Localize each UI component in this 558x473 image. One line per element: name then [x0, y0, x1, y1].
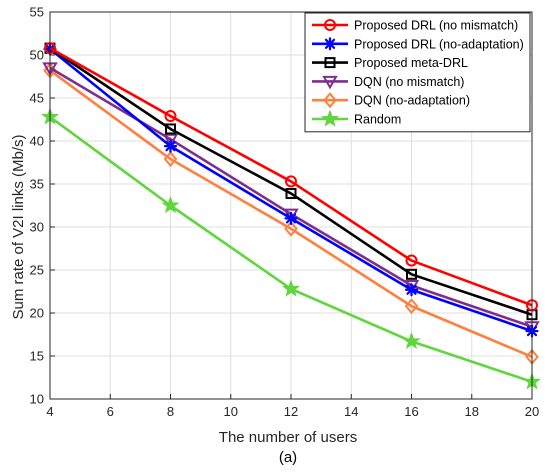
- legend-label: Proposed meta-DRL: [354, 56, 468, 70]
- x-tick-label: 18: [465, 404, 479, 419]
- legend: Proposed DRL (no mismatch) Proposed DRL (…: [304, 12, 531, 133]
- series-line: [49, 46, 533, 307]
- x-tick-label: 16: [404, 404, 418, 419]
- legend-label: DQN (no-adaptation): [354, 94, 470, 108]
- data-point: [402, 331, 421, 350]
- x-tick-label: 14: [344, 404, 358, 419]
- y-tick-label: 10: [30, 392, 44, 407]
- legend-label: Proposed DRL (no-adaptation): [354, 37, 524, 51]
- data-point: [164, 110, 177, 123]
- axis-ticks: 4 6 8 10 12 14 16 18 20 10 15 20 25 30 35 40 45 50 55: [30, 5, 540, 420]
- data-point: [163, 139, 178, 153]
- y-tick-label: 15: [30, 349, 44, 364]
- x-tick-label: 6: [107, 404, 114, 419]
- legend-marker: [324, 19, 336, 31]
- legend-item: DQN (no-adaptation): [312, 92, 470, 109]
- x-tick-label: 10: [224, 404, 238, 419]
- legend-marker: [320, 109, 340, 127]
- y-tick-label: 20: [30, 306, 44, 321]
- legend-item: Proposed meta-DRL: [312, 56, 468, 70]
- legend-item: Random: [312, 109, 401, 127]
- data-point: [285, 187, 297, 199]
- data-point: [406, 268, 417, 280]
- x-tick-label: 4: [46, 404, 53, 419]
- x-tick-label: 20: [525, 404, 539, 419]
- y-tick-label: 35: [30, 177, 44, 192]
- legend-label: Proposed DRL (no mismatch): [354, 19, 518, 33]
- data-point: [404, 298, 419, 315]
- legend-label: DQN (no mismatch): [354, 75, 464, 89]
- legend-marker: [323, 37, 337, 51]
- x-axis-label: The number of users: [219, 429, 357, 446]
- x-tick-label: 8: [167, 404, 174, 419]
- figure-caption: (a): [279, 449, 297, 466]
- data-point: [404, 283, 419, 297]
- data-point: [284, 220, 298, 237]
- series-layer: [40, 42, 542, 390]
- data-point: [405, 254, 418, 267]
- legend-marker: [323, 92, 337, 109]
- series-line: [49, 47, 533, 316]
- legend-box: [304, 12, 531, 133]
- series-line: [49, 69, 533, 359]
- legend-marker: [324, 57, 336, 69]
- data-point: [281, 279, 301, 297]
- data-point: [284, 211, 298, 225]
- y-tick-label: 25: [30, 263, 44, 278]
- y-axis-label: Sum rate of V2I links (Mb/s): [10, 134, 27, 319]
- legend-item: Proposed DRL (no mismatch): [312, 19, 518, 33]
- data-point: [165, 123, 176, 135]
- y-tick-label: 30: [30, 220, 44, 235]
- legend-item: DQN (no mismatch): [312, 75, 464, 90]
- series-dqn-no-adaptation: [43, 62, 539, 365]
- legend-item: Proposed DRL (no-adaptation): [312, 37, 524, 51]
- data-point: [162, 133, 179, 148]
- data-point: [163, 151, 178, 168]
- y-tick-label: 50: [30, 48, 44, 63]
- y-tick-label: 40: [30, 134, 44, 149]
- data-point: [285, 175, 297, 188]
- x-tick-label: 12: [284, 404, 298, 419]
- y-tick-label: 45: [30, 91, 44, 106]
- data-point: [161, 196, 180, 214]
- legend-marker: [322, 75, 338, 90]
- y-tick-label: 55: [30, 5, 44, 20]
- legend-label: Random: [354, 113, 401, 127]
